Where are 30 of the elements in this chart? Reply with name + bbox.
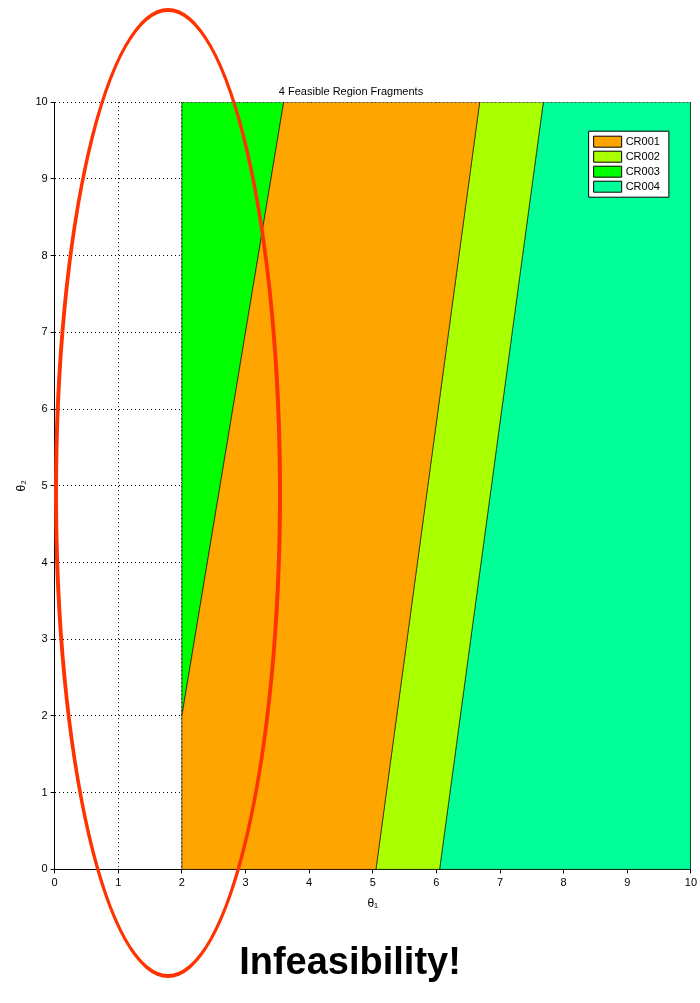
legend-label: CR002 xyxy=(625,150,660,163)
y-tick-label: 4 xyxy=(41,555,48,568)
y-tick-label: 1 xyxy=(41,785,48,798)
y-tick-label: 3 xyxy=(41,632,48,645)
x-tick-label: 0 xyxy=(51,876,58,889)
legend-label: CR003 xyxy=(625,165,660,178)
legend-label: CR004 xyxy=(625,180,660,193)
x-tick-label: 4 xyxy=(306,876,313,889)
x-tick-label: 2 xyxy=(178,876,185,889)
text: Infeasibility! xyxy=(238,940,462,983)
x-tick-label: 6 xyxy=(433,876,440,889)
x-tick-label: 3 xyxy=(242,876,249,889)
y-tick-label: 2 xyxy=(41,708,48,721)
x-tick-label: 9 xyxy=(624,876,631,889)
x-tick-label: 8 xyxy=(560,876,567,889)
chart-title: 4 Feasible Region Fragments xyxy=(278,84,424,97)
y-tick-label: 10 xyxy=(35,95,48,108)
x-tick-label: 5 xyxy=(369,876,376,889)
x-axis-title: θ₁ xyxy=(367,896,379,911)
y-axis-title: θ₂ xyxy=(13,479,28,492)
y-tick-label: 6 xyxy=(41,402,48,415)
y-tick-label: 8 xyxy=(41,248,48,261)
y-tick-label: 9 xyxy=(41,171,48,184)
y-tick-label: 0 xyxy=(41,862,48,875)
y-tick-label: 5 xyxy=(41,478,48,491)
legend-label: CR001 xyxy=(625,135,660,148)
y-tick-label: 7 xyxy=(41,325,48,338)
x-tick-label: 1 xyxy=(115,876,122,889)
x-tick-label: 10 xyxy=(684,876,698,889)
x-tick-label: 7 xyxy=(496,876,504,889)
